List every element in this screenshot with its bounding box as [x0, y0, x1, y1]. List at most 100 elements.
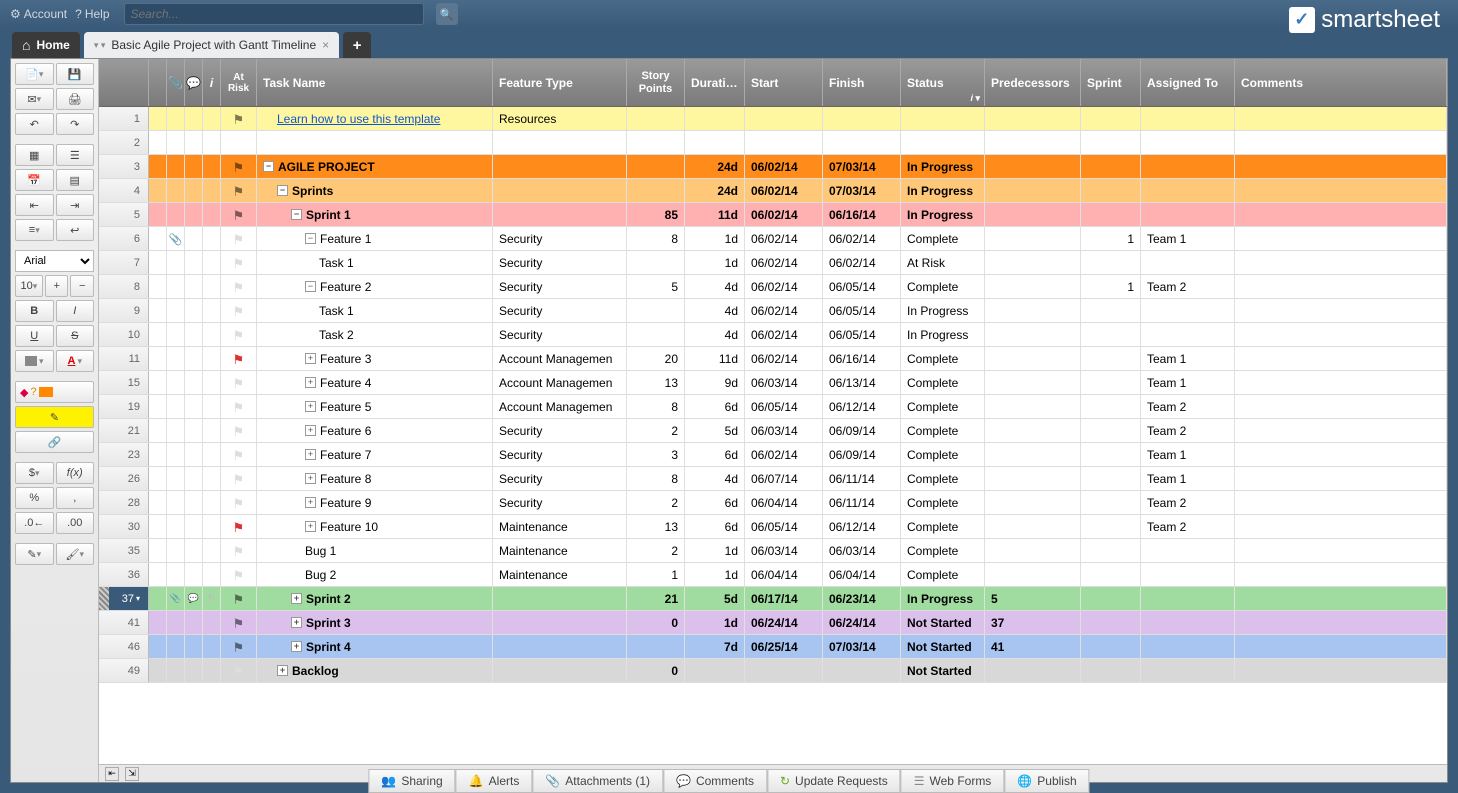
story-header[interactable]: Story Points — [627, 59, 685, 106]
row-number[interactable]: 41 — [99, 611, 149, 634]
story-cell[interactable] — [627, 107, 685, 130]
grid-view-button[interactable]: ▦ — [15, 144, 54, 166]
finish-cell[interactable] — [823, 107, 901, 130]
atrisk-cell[interactable] — [221, 275, 257, 298]
finish-cell[interactable]: 06/09/14 — [823, 419, 901, 442]
expander-icon[interactable]: + — [291, 593, 302, 604]
pred-cell[interactable] — [985, 323, 1081, 346]
table-row[interactable]: 4 −Sprints 24d 06/02/14 07/03/14 In Prog… — [99, 179, 1447, 203]
taskname-cell[interactable]: +Feature 3 — [257, 347, 493, 370]
expander-icon[interactable]: − — [277, 185, 288, 196]
task-name-text[interactable]: Learn how to use this template — [277, 112, 440, 126]
finish-cell[interactable]: 06/03/14 — [823, 539, 901, 562]
assigned-cell[interactable] — [1141, 539, 1235, 562]
comments-cell[interactable] — [1235, 515, 1447, 538]
start-cell[interactable]: 06/02/14 — [745, 299, 823, 322]
duration-cell[interactable]: 7d — [685, 635, 745, 658]
status-cell[interactable] — [901, 131, 985, 154]
duration-cell[interactable]: 6d — [685, 395, 745, 418]
table-row[interactable]: 37 ▾ 📎💬↻ +Sprint 2 21 5d 06/17/14 06/23/… — [99, 587, 1447, 611]
pred-cell[interactable] — [985, 515, 1081, 538]
pred-cell[interactable] — [985, 491, 1081, 514]
story-cell[interactable] — [627, 251, 685, 274]
row-number[interactable]: 46 — [99, 635, 149, 658]
taskname-cell[interactable]: −Sprint 1 — [257, 203, 493, 226]
start-cell[interactable]: 06/02/14 — [745, 155, 823, 178]
assigned-cell[interactable]: Team 1 — [1141, 443, 1235, 466]
finish-cell[interactable] — [823, 131, 901, 154]
taskname-cell[interactable]: −Feature 2 — [257, 275, 493, 298]
status-cell[interactable]: In Progress — [901, 179, 985, 202]
sprint-cell[interactable] — [1081, 107, 1141, 130]
taskname-cell[interactable]: Task 2 — [257, 323, 493, 346]
story-cell[interactable]: 85 — [627, 203, 685, 226]
calendar-view-button[interactable]: 📅 — [15, 169, 54, 191]
pred-cell[interactable] — [985, 563, 1081, 586]
table-row[interactable]: 35 Bug 1 Maintenance 2 1d 06/03/14 06/03… — [99, 539, 1447, 563]
status-cell[interactable]: Not Started — [901, 611, 985, 634]
taskname-cell[interactable]: −Sprints — [257, 179, 493, 202]
duration-cell[interactable]: 4d — [685, 299, 745, 322]
taskname-cell[interactable]: −AGILE PROJECT — [257, 155, 493, 178]
atrisk-cell[interactable] — [221, 251, 257, 274]
sprint-cell[interactable] — [1081, 515, 1141, 538]
sprint-cell[interactable] — [1081, 659, 1141, 682]
highlight-button[interactable]: ✎ — [15, 406, 94, 428]
pred-cell[interactable] — [985, 299, 1081, 322]
status-cell[interactable]: At Risk — [901, 251, 985, 274]
story-cell[interactable]: 0 — [627, 659, 685, 682]
status-cell[interactable]: Complete — [901, 539, 985, 562]
taskname-cell[interactable]: +Sprint 4 — [257, 635, 493, 658]
pred-cell[interactable] — [985, 131, 1081, 154]
finish-cell[interactable] — [823, 659, 901, 682]
table-row[interactable]: 46 +Sprint 4 7d 06/25/14 07/03/14 Not St… — [99, 635, 1447, 659]
start-cell[interactable]: 06/04/14 — [745, 563, 823, 586]
finish-cell[interactable]: 06/16/14 — [823, 347, 901, 370]
status-cell[interactable]: Complete — [901, 443, 985, 466]
feature-header[interactable]: Feature Type — [493, 59, 627, 106]
duration-cell[interactable]: 1d — [685, 563, 745, 586]
finish-cell[interactable]: 06/24/14 — [823, 611, 901, 634]
start-cell[interactable]: 06/02/14 — [745, 275, 823, 298]
comments-cell[interactable] — [1235, 251, 1447, 274]
finish-cell[interactable]: 07/03/14 — [823, 155, 901, 178]
bold-button[interactable]: B — [15, 300, 54, 322]
assigned-cell[interactable] — [1141, 251, 1235, 274]
comments-cell[interactable] — [1235, 299, 1447, 322]
story-cell[interactable] — [627, 635, 685, 658]
expander-icon[interactable]: + — [277, 665, 288, 676]
row-number[interactable]: 19 — [99, 395, 149, 418]
row-number[interactable]: 49 — [99, 659, 149, 682]
currency-button[interactable]: $ — [15, 462, 54, 484]
feature-cell[interactable] — [493, 587, 627, 610]
feature-cell[interactable]: Maintenance — [493, 539, 627, 562]
sprint-cell[interactable] — [1081, 635, 1141, 658]
taskname-cell[interactable]: −Feature 1 — [257, 227, 493, 250]
comments-cell[interactable] — [1235, 539, 1447, 562]
thousands-button[interactable]: , — [56, 487, 95, 509]
duration-header[interactable]: Durati… — [685, 59, 745, 106]
atrisk-cell[interactable] — [221, 635, 257, 658]
table-row[interactable]: 21 +Feature 6 Security 2 5d 06/03/14 06/… — [99, 419, 1447, 443]
expand-header[interactable] — [149, 59, 167, 106]
atrisk-cell[interactable] — [221, 443, 257, 466]
taskname-cell[interactable]: Task 1 — [257, 299, 493, 322]
row-number[interactable]: 1 — [99, 107, 149, 130]
finish-cell[interactable]: 06/02/14 — [823, 227, 901, 250]
feature-cell[interactable]: Maintenance — [493, 563, 627, 586]
taskname-cell[interactable]: Task 1 — [257, 251, 493, 274]
feature-cell[interactable] — [493, 131, 627, 154]
expander-icon[interactable]: + — [305, 473, 316, 484]
status-cell[interactable]: Complete — [901, 491, 985, 514]
story-cell[interactable]: 2 — [627, 419, 685, 442]
story-cell[interactable]: 21 — [627, 587, 685, 610]
atrisk-cell[interactable] — [221, 419, 257, 442]
finish-cell[interactable]: 06/02/14 — [823, 251, 901, 274]
sprint-cell[interactable]: 1 — [1081, 275, 1141, 298]
feature-cell[interactable] — [493, 179, 627, 202]
sprint-cell[interactable] — [1081, 467, 1141, 490]
finish-header[interactable]: Finish — [823, 59, 901, 106]
finish-cell[interactable]: 06/09/14 — [823, 443, 901, 466]
story-cell[interactable]: 1 — [627, 563, 685, 586]
assigned-cell[interactable]: Team 2 — [1141, 395, 1235, 418]
